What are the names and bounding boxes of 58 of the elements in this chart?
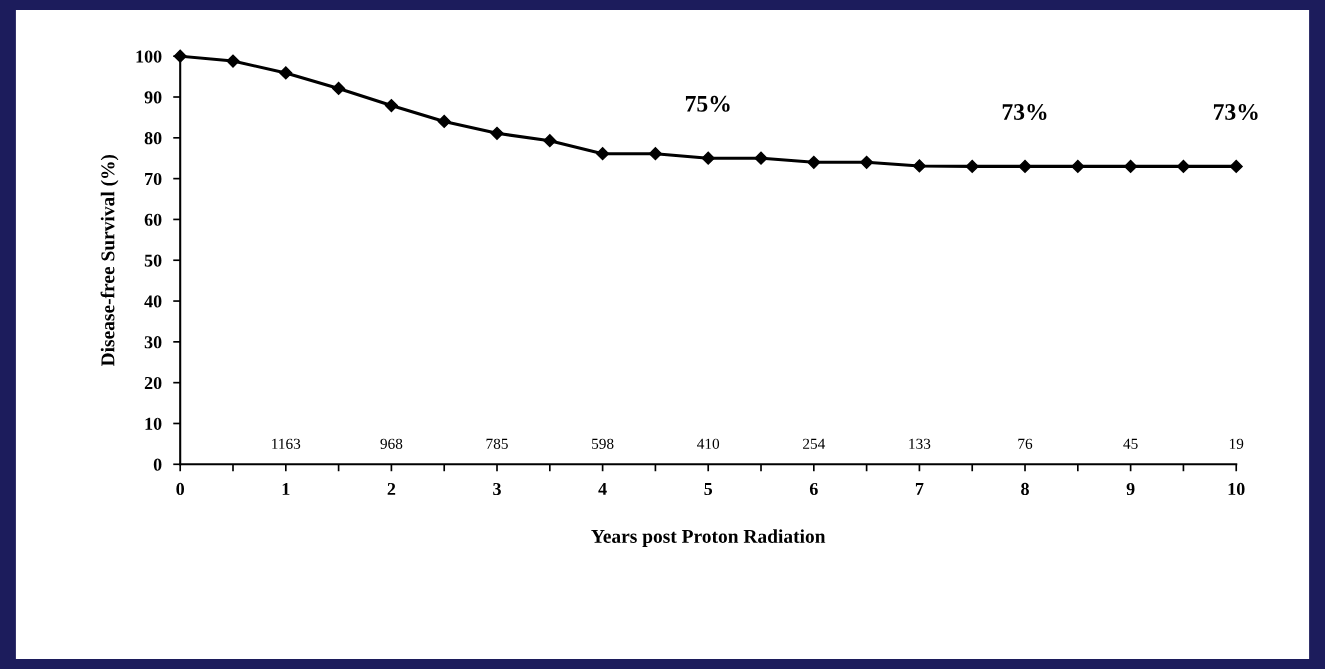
annotation: 73% [1002, 103, 1047, 120]
annotation: 1163 [272, 438, 301, 449]
point [807, 155, 821, 169]
x-tick-label: 10 [1228, 482, 1245, 496]
y-tick-label: 60 [144, 213, 162, 226]
point [965, 159, 979, 173]
point [1229, 159, 1243, 173]
annotation: 73% [1213, 103, 1258, 120]
annotation: 598 [592, 438, 614, 449]
y-tick-label: 50 [144, 254, 162, 267]
x-tick-label: 2 [387, 482, 396, 495]
point [1124, 159, 1138, 173]
x-tick-label: 4 [598, 482, 607, 495]
x-tick-label: 5 [704, 483, 713, 496]
x-tick-label: 8 [1021, 482, 1029, 496]
point [860, 155, 874, 169]
annotation: 19 [1229, 438, 1244, 449]
point [1018, 159, 1032, 173]
y-tick-label: 20 [144, 376, 162, 390]
annotation: 75% [685, 95, 730, 112]
y-tick-label: 80 [144, 132, 162, 145]
annotation: 785 [486, 438, 508, 449]
point [596, 147, 610, 161]
point [1176, 159, 1191, 173]
point [173, 49, 187, 63]
annotation: 254 [803, 438, 826, 449]
point [226, 54, 240, 68]
y-tick-label: 0 [153, 458, 162, 471]
point [437, 114, 451, 129]
y-tick-label: 70 [145, 172, 162, 186]
y-tick-label: 90 [144, 91, 162, 104]
point [648, 147, 662, 161]
point [332, 81, 346, 96]
annotation: 45 [1123, 438, 1138, 449]
point [701, 151, 715, 165]
x-tick-label: 6 [809, 482, 818, 496]
point [754, 151, 768, 165]
annotation: 410 [697, 438, 720, 449]
point [912, 159, 927, 173]
point [384, 98, 398, 113]
annotation: 133 [909, 438, 931, 449]
point [279, 66, 293, 80]
x-tick-label: 7 [915, 483, 924, 495]
point [1071, 159, 1085, 173]
x-tick-label: 3 [493, 482, 501, 496]
y-tick-label: 10 [145, 417, 162, 430]
x-tick-label: 1 [282, 482, 290, 495]
x-tick-label: 0 [176, 482, 185, 496]
point [490, 126, 504, 140]
point [543, 134, 557, 148]
x-tick-label: 9 [1126, 482, 1135, 496]
annotation: 76 [1018, 438, 1033, 449]
x-axis-title: Years post Proton Radiation [591, 529, 826, 547]
y-tick-label: 30 [144, 336, 162, 349]
y-tick-label: 40 [144, 295, 162, 308]
annotation: 968 [380, 438, 403, 449]
y-tick-label: 100 [136, 50, 162, 63]
y-axis-title: Disease-free Survival (%) [100, 154, 119, 367]
